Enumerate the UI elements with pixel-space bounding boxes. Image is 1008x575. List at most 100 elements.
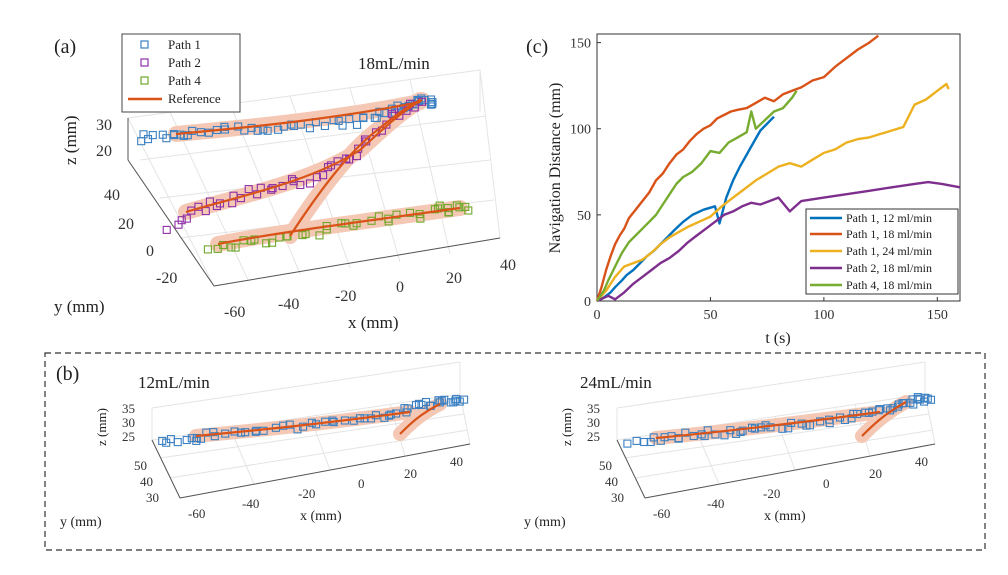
c-series-line-2 bbox=[596, 82, 950, 302]
a-ylabel: y (mm) bbox=[54, 297, 105, 316]
panel-c: (c) 0 50 100 150 0 50 100 150 Navigation Distan… bbox=[526, 33, 961, 347]
br-zlabel: z (mm) bbox=[559, 408, 574, 446]
b-left-markers bbox=[158, 395, 469, 447]
br-ytick-40: 40 bbox=[605, 474, 618, 489]
panel-a-reference-lines bbox=[175, 99, 461, 246]
bl-zlabel: z (mm) bbox=[94, 408, 109, 446]
marker bbox=[372, 113, 381, 123]
br-xtick-20: 20 bbox=[869, 466, 882, 481]
panel-b-left-plot: 35 30 25 z (mm) 50 40 30 y (mm) -60 -40 … bbox=[60, 361, 471, 530]
c-ytick-label: 50 bbox=[577, 209, 591, 224]
marker bbox=[345, 115, 354, 124]
c-xtick-label: 0 bbox=[594, 308, 601, 323]
c-ticks: 0 50 100 150 0 50 100 150 bbox=[570, 37, 948, 323]
marker bbox=[250, 235, 259, 244]
marker bbox=[305, 124, 314, 133]
br-xtick-m60: -60 bbox=[653, 506, 670, 521]
b-right-ref-line bbox=[655, 410, 881, 440]
panel-b-frame bbox=[44, 352, 986, 551]
c-series-line-1 bbox=[595, 34, 880, 302]
bl-ytick-30: 30 bbox=[146, 490, 159, 505]
marker bbox=[259, 426, 268, 435]
marker bbox=[689, 431, 698, 441]
br-xtick-m20: -20 bbox=[763, 486, 780, 501]
legend-marker-path1 bbox=[140, 40, 149, 49]
ref-line-path2 bbox=[185, 99, 423, 214]
marker bbox=[324, 163, 333, 172]
c-xtick-label: 150 bbox=[927, 308, 948, 323]
marker bbox=[162, 225, 171, 234]
panel-b-tag: (b) bbox=[56, 363, 79, 385]
marker bbox=[177, 216, 186, 225]
marker bbox=[263, 126, 272, 135]
c-series bbox=[595, 34, 961, 303]
marker bbox=[926, 395, 936, 404]
marker bbox=[428, 98, 437, 107]
marker bbox=[342, 154, 351, 163]
br-ztick-25: 25 bbox=[587, 429, 600, 444]
marker bbox=[192, 433, 201, 443]
marker bbox=[262, 239, 271, 248]
flow-label-12: 12mL/min bbox=[138, 373, 210, 392]
a-xtick-20: 20 bbox=[446, 270, 462, 287]
marker bbox=[451, 396, 460, 405]
br-xtick-m40: -40 bbox=[707, 496, 724, 511]
marker bbox=[392, 210, 401, 219]
marker bbox=[426, 95, 436, 104]
a-ztick-20: 20 bbox=[96, 143, 112, 160]
marker bbox=[209, 428, 218, 437]
bl-xtick-20: 20 bbox=[404, 466, 417, 481]
panel-b: (b) 12mL/min 24mL/min 35 30 25 z (mm) 5 bbox=[44, 352, 986, 551]
marker bbox=[315, 231, 324, 240]
a-xtick-m40: -40 bbox=[278, 296, 299, 313]
marker bbox=[319, 171, 328, 180]
marker bbox=[405, 208, 415, 217]
c-ytick-label: 0 bbox=[584, 295, 591, 310]
legend-label-path1: Path 1 bbox=[168, 37, 201, 52]
legend-label-path4: Path 4 bbox=[168, 73, 201, 88]
bl-xtick-40: 40 bbox=[450, 454, 463, 469]
marker bbox=[244, 185, 253, 194]
c-xtick-label: 50 bbox=[703, 308, 717, 323]
br-ytick-30: 30 bbox=[611, 490, 624, 505]
ref-line-path4 bbox=[217, 206, 461, 246]
c-legend-label-2: Path 1, 24 ml/min bbox=[846, 244, 932, 258]
br-ztick-30: 30 bbox=[587, 415, 600, 430]
marker bbox=[182, 435, 191, 445]
c-ytick-label: 150 bbox=[570, 37, 591, 52]
marker bbox=[738, 426, 747, 435]
marker bbox=[349, 416, 358, 425]
marker bbox=[435, 398, 444, 407]
a-xtick-40: 40 bbox=[500, 257, 516, 274]
marker bbox=[326, 161, 336, 170]
marker bbox=[417, 400, 426, 409]
marker bbox=[173, 438, 182, 447]
flow-label-18: 18mL/min bbox=[358, 54, 430, 73]
bl-xtick-0: 0 bbox=[358, 476, 365, 491]
br-xlabel: x (mm) bbox=[764, 509, 806, 524]
marker bbox=[623, 439, 632, 448]
ref-line-path1 bbox=[175, 100, 421, 136]
marker bbox=[455, 397, 464, 406]
marker bbox=[296, 180, 305, 190]
marker bbox=[632, 436, 641, 445]
bl-xtick-m20: -20 bbox=[298, 486, 315, 501]
bl-ylabel: y (mm) bbox=[60, 515, 102, 530]
marker bbox=[797, 419, 806, 428]
bl-ztick-30: 30 bbox=[122, 415, 135, 430]
marker bbox=[227, 243, 236, 252]
marker bbox=[162, 134, 171, 143]
a-xtick-m60: -60 bbox=[224, 304, 245, 321]
panel-c-legend: Path 1, 12 ml/min Path 1, 18 ml/min Path… bbox=[805, 208, 959, 295]
b-left-ref-line bbox=[195, 410, 411, 438]
bl-ytick-40: 40 bbox=[140, 474, 153, 489]
marker bbox=[338, 121, 347, 130]
marker bbox=[320, 121, 329, 131]
marker bbox=[183, 131, 192, 140]
br-ylabel: y (mm) bbox=[524, 515, 566, 530]
marker bbox=[299, 422, 308, 431]
marker bbox=[231, 243, 240, 252]
legend-marker-path4 bbox=[140, 76, 149, 85]
c-ylabel: Navigation Distance (mm) bbox=[547, 83, 564, 254]
